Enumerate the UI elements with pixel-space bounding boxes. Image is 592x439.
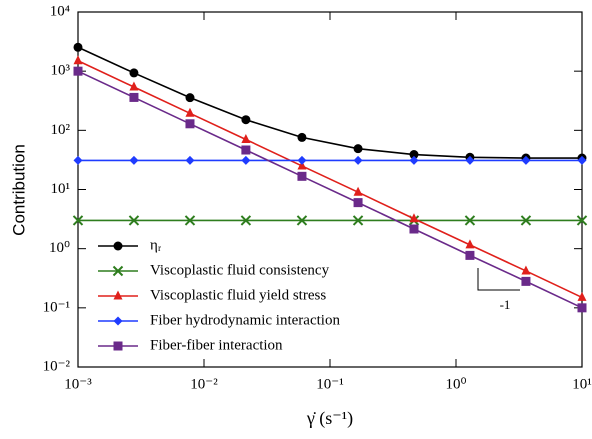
y-tick-label: 10³ xyxy=(51,63,71,79)
data-point xyxy=(353,186,363,196)
legend-label: ηᵣ xyxy=(150,237,162,253)
data-point xyxy=(577,303,587,313)
y-axis-label: Contribution xyxy=(9,144,28,236)
data-point xyxy=(73,66,83,76)
data-point xyxy=(129,81,139,91)
data-point xyxy=(353,198,363,208)
series-line xyxy=(77,46,582,159)
data-point xyxy=(465,155,475,165)
y-tick-label: 10⁴ xyxy=(50,3,70,19)
data-point xyxy=(185,93,195,103)
legend-label: Viscoplastic fluid consistency xyxy=(150,262,330,278)
legend-marker xyxy=(113,241,123,251)
data-point xyxy=(297,155,307,165)
slope-annotation: -1 xyxy=(500,297,511,312)
legend-marker xyxy=(113,341,123,351)
series-line xyxy=(77,60,583,299)
x-tick-label: 10⁻¹ xyxy=(316,376,343,392)
data-point xyxy=(73,42,83,52)
data-point xyxy=(409,224,419,234)
data-point xyxy=(240,215,252,226)
data-point xyxy=(409,155,419,165)
x-tick-label: 10⁻² xyxy=(190,376,218,392)
data-point xyxy=(185,107,195,117)
data-point xyxy=(297,160,307,170)
x-tick-label: 10¹ xyxy=(572,376,592,392)
data-point xyxy=(352,215,364,226)
data-point xyxy=(241,145,251,155)
data-point xyxy=(73,155,83,165)
data-point xyxy=(241,155,251,165)
slope-triangle xyxy=(477,268,520,291)
data-point xyxy=(353,155,363,165)
series-line xyxy=(77,70,583,309)
data-point xyxy=(129,155,139,165)
legend-marker xyxy=(113,290,123,300)
data-point xyxy=(128,215,140,226)
data-point xyxy=(464,215,476,226)
y-tick-label: 10⁰ xyxy=(49,240,70,256)
x-tick-label: 10⁰ xyxy=(445,376,466,392)
legend-label: Viscoplastic fluid yield stress xyxy=(150,287,326,303)
data-point xyxy=(185,119,195,129)
data-point xyxy=(577,155,587,165)
legend-marker xyxy=(112,265,124,277)
data-point xyxy=(465,239,475,249)
data-point xyxy=(241,133,251,143)
data-point xyxy=(409,213,419,223)
data-point xyxy=(520,215,532,226)
data-point xyxy=(184,215,196,226)
data-point xyxy=(353,144,363,154)
data-point xyxy=(577,291,587,301)
x-tick-label: 10⁻³ xyxy=(64,376,92,392)
data-point xyxy=(465,250,475,260)
legend-marker xyxy=(113,316,123,326)
data-point xyxy=(185,155,195,165)
y-tick-label: 10⁻² xyxy=(43,358,71,374)
y-tick-label: 10² xyxy=(51,122,71,138)
data-point xyxy=(296,215,308,226)
x-axis-label: γ̇ (s⁻¹) xyxy=(306,408,353,429)
data-point xyxy=(297,132,307,142)
data-point xyxy=(521,265,531,275)
data-point xyxy=(521,155,531,165)
data-point xyxy=(72,215,84,226)
data-point xyxy=(241,115,251,125)
data-point xyxy=(129,92,139,102)
data-point xyxy=(297,171,307,181)
legend-label: Fiber-fiber interaction xyxy=(150,337,283,353)
data-point xyxy=(521,276,531,286)
data-point xyxy=(73,55,83,65)
legend-label: Fiber hydrodynamic interaction xyxy=(150,312,340,328)
data-point xyxy=(409,150,419,160)
data-point xyxy=(129,68,139,78)
y-tick-label: 10⁻¹ xyxy=(43,299,70,315)
data-point xyxy=(576,215,588,226)
y-tick-label: 10¹ xyxy=(51,181,71,197)
